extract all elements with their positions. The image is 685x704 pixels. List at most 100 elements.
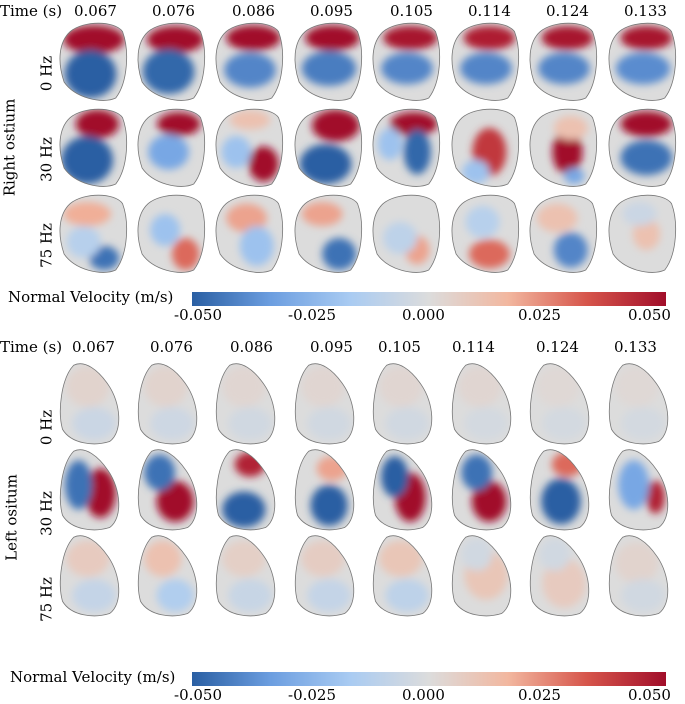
time-label-7: 0.133	[624, 2, 667, 20]
velocity-map-left-ositum-30hz-t3	[295, 449, 354, 530]
colorbar-tick-right-1: -0.025	[288, 306, 337, 324]
velocity-map-right-ostium-30hz-t1	[137, 109, 205, 187]
colorbar-title-left: Normal Velocity (m/s)	[10, 668, 176, 686]
colorbar-tick-left-0: -0.050	[174, 686, 223, 704]
velocity-map-left-ositum-0hz-t3	[295, 363, 354, 444]
time-label-left-2: 0.086	[230, 338, 273, 356]
colorbar-tick-left-2: 0.000	[402, 686, 445, 704]
velocity-map-left-ositum-30hz-t7	[609, 449, 668, 530]
map-outline-right-ostium-0hz-t3	[294, 22, 362, 101]
map-outline-left-ositum-0hz-t2	[216, 363, 276, 445]
velocity-map-left-ositum-30hz-t1	[138, 449, 197, 530]
map-outline-right-ostium-30hz-t3	[294, 108, 362, 187]
map-outline-right-ostium-0hz-t6	[529, 22, 597, 101]
velocity-map-right-ostium-75hz-t3	[294, 195, 362, 273]
map-outline-right-ostium-75hz-t0	[59, 194, 127, 273]
map-outline-right-ostium-30hz-t1	[137, 108, 205, 187]
map-outline-left-ositum-75hz-t5	[452, 535, 512, 617]
map-outline-left-ositum-0hz-t5	[452, 363, 512, 445]
velocity-map-left-ositum-0hz-t6	[530, 363, 589, 444]
velocity-map-right-ostium-0hz-t6	[529, 23, 597, 101]
time-label-left-7: 0.133	[614, 338, 657, 356]
colorbar-right	[192, 292, 666, 306]
map-outline-right-ostium-75hz-t2	[215, 194, 283, 273]
time-label-left-1: 0.076	[150, 338, 193, 356]
map-outline-left-ositum-75hz-t6	[530, 535, 590, 617]
time-axis-label-left: Time (s)	[0, 338, 63, 356]
velocity-map-right-ostium-75hz-t0	[59, 195, 127, 273]
velocity-map-right-ostium-0hz-t0	[59, 23, 127, 101]
map-outline-right-ostium-30hz-t0	[59, 108, 127, 187]
velocity-map-left-ositum-75hz-t7	[609, 535, 668, 616]
velocity-map-left-ositum-30hz-t5	[452, 449, 511, 530]
colorbar-tick-right-3: 0.025	[518, 306, 561, 324]
time-label-6: 0.124	[546, 2, 589, 20]
map-outline-left-ositum-0hz-t3	[295, 363, 355, 445]
velocity-map-right-ostium-75hz-t7	[608, 195, 676, 273]
velocity-map-right-ostium-75hz-t1	[137, 195, 205, 273]
velocity-map-left-ositum-75hz-t0	[60, 535, 119, 616]
time-label-3: 0.095	[310, 2, 353, 20]
time-label-left-3: 0.095	[310, 338, 353, 356]
map-outline-right-ostium-30hz-t5	[451, 108, 519, 187]
velocity-map-left-ositum-75hz-t5	[452, 535, 511, 616]
velocity-map-right-ostium-30hz-t0	[59, 109, 127, 187]
velocity-map-left-ositum-0hz-t0	[60, 363, 119, 444]
colorbar-tick-left-4: 0.050	[628, 686, 671, 704]
map-outline-left-ositum-30hz-t0	[60, 449, 120, 531]
velocity-map-left-ositum-75hz-t1	[138, 535, 197, 616]
map-outline-left-ositum-75hz-t2	[216, 535, 276, 617]
map-outline-right-ostium-0hz-t7	[608, 22, 676, 101]
velocity-map-right-ostium-0hz-t5	[451, 23, 519, 101]
map-outline-left-ositum-30hz-t5	[452, 449, 512, 531]
time-label-left-4: 0.105	[378, 338, 421, 356]
colorbar-tick-right-4: 0.050	[628, 306, 671, 324]
map-outline-left-ositum-75hz-t3	[295, 535, 355, 617]
velocity-map-left-ositum-30hz-t0	[60, 449, 119, 530]
colorbar-tick-left-3: 0.025	[518, 686, 561, 704]
velocity-map-left-ositum-30hz-t4	[373, 449, 432, 530]
map-outline-left-ositum-30hz-t3	[295, 449, 355, 531]
map-outline-left-ositum-0hz-t0	[60, 363, 120, 445]
map-outline-left-ositum-0hz-t4	[373, 363, 433, 445]
map-outline-right-ostium-75hz-t6	[529, 194, 597, 273]
map-outline-left-ositum-30hz-t6	[530, 449, 590, 531]
velocity-map-right-ostium-75hz-t5	[451, 195, 519, 273]
velocity-map-left-ositum-75hz-t2	[216, 535, 275, 616]
velocity-map-left-ositum-30hz-t6	[530, 449, 589, 530]
time-label-0: 0.067	[74, 2, 117, 20]
map-outline-left-ositum-0hz-t1	[138, 363, 198, 445]
map-outline-right-ostium-75hz-t3	[294, 194, 362, 273]
velocity-map-left-ositum-0hz-t4	[373, 363, 432, 444]
velocity-map-right-ostium-30hz-t3	[294, 109, 362, 187]
map-outline-left-ositum-0hz-t6	[530, 363, 590, 445]
map-outline-right-ostium-30hz-t4	[372, 108, 440, 187]
colorbar-tick-right-0: -0.050	[174, 306, 223, 324]
velocity-map-right-ostium-0hz-t3	[294, 23, 362, 101]
velocity-map-right-ostium-0hz-t2	[215, 23, 283, 101]
map-outline-left-ositum-75hz-t7	[609, 535, 669, 617]
velocity-map-right-ostium-75hz-t2	[215, 195, 283, 273]
map-outline-right-ostium-30hz-t7	[608, 108, 676, 187]
velocity-map-right-ostium-30hz-t7	[608, 109, 676, 187]
time-axis-label-right: Time (s)	[0, 2, 63, 20]
velocity-map-right-ostium-0hz-t7	[608, 23, 676, 101]
map-outline-right-ostium-0hz-t4	[372, 22, 440, 101]
velocity-map-left-ositum-30hz-t2	[216, 449, 275, 530]
map-outline-right-ostium-0hz-t1	[137, 22, 205, 101]
map-outline-right-ostium-75hz-t4	[372, 194, 440, 273]
colorbar-left	[192, 672, 666, 686]
velocity-map-left-ositum-75hz-t4	[373, 535, 432, 616]
velocity-map-right-ostium-75hz-t6	[529, 195, 597, 273]
velocity-map-left-ositum-75hz-t6	[530, 535, 589, 616]
colorbar-tick-right-2: 0.000	[402, 306, 445, 324]
map-outline-right-ostium-30hz-t2	[215, 108, 283, 187]
time-label-left-5: 0.114	[452, 338, 495, 356]
velocity-map-right-ostium-30hz-t6	[529, 109, 597, 187]
map-outline-left-ositum-75hz-t1	[138, 535, 198, 617]
map-outline-left-ositum-75hz-t4	[373, 535, 433, 617]
map-outline-left-ositum-30hz-t2	[216, 449, 276, 531]
map-outline-left-ositum-30hz-t7	[609, 449, 669, 531]
map-outline-right-ostium-0hz-t5	[451, 22, 519, 101]
